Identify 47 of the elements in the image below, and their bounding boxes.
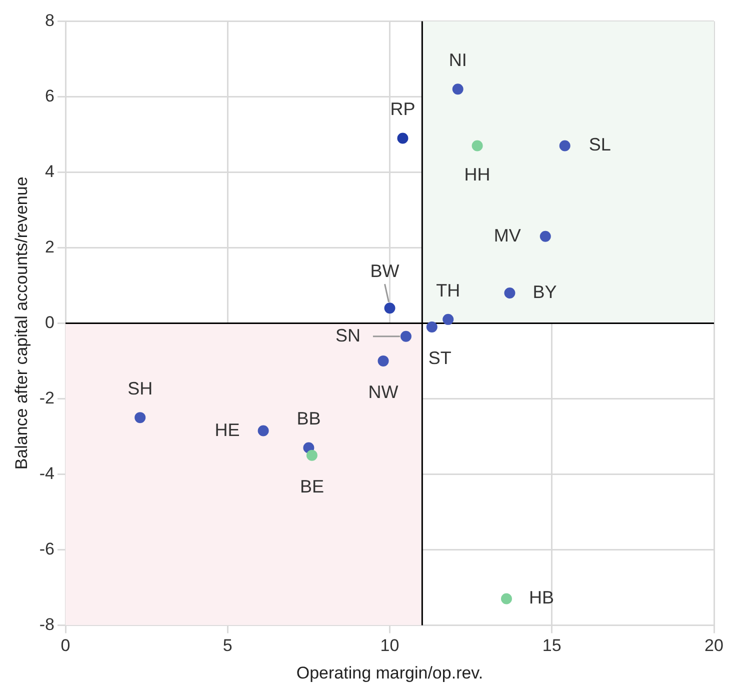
annotation: BW [370, 261, 400, 282]
annotation: NI [448, 50, 467, 70]
annotation: TH [436, 280, 460, 300]
y-tick-label: 6 [45, 86, 55, 106]
annotation: MV [494, 225, 521, 246]
y-tick-label: 8 [45, 10, 55, 30]
annotation: HB [528, 588, 554, 608]
point [134, 412, 146, 424]
y-tick-label: -8 [39, 614, 55, 634]
annotation: RP [390, 99, 416, 120]
y-tick-label: 0 [45, 312, 55, 332]
annotation: ST [428, 348, 452, 368]
point [452, 84, 464, 95]
annotation: SL [588, 134, 611, 155]
point [426, 321, 438, 332]
annotation: BB [296, 408, 321, 429]
x-tick-label: 5 [222, 636, 232, 656]
x-tick-label: 0 [60, 636, 70, 656]
y-tick-label: 2 [45, 237, 55, 256]
y-tick-label: -6 [39, 539, 55, 558]
point [378, 355, 389, 366]
point [397, 132, 408, 144]
annotation: SH [128, 378, 153, 399]
point [442, 314, 454, 325]
x-axis-title: Operating margin/op.rev. [296, 663, 484, 682]
y-tick-label: -2 [39, 388, 55, 408]
annotation: NW [368, 382, 398, 402]
point [472, 140, 483, 152]
annotation: HE [214, 420, 240, 440]
annotation: SN [335, 325, 360, 346]
x-tick-label: 20 [704, 636, 724, 656]
point [400, 330, 412, 342]
point [384, 302, 396, 314]
annotation: BE [300, 476, 324, 496]
annotation: BY [532, 282, 557, 302]
point [540, 230, 551, 242]
y-tick-label: -4 [39, 464, 55, 483]
point [500, 593, 512, 604]
x-tick-label: 15 [542, 636, 562, 656]
y-axis-title: Balance after capital accounts/revenue [12, 176, 31, 470]
point [504, 288, 516, 298]
point [258, 425, 269, 436]
point [559, 140, 570, 152]
annotation: HH [464, 164, 490, 185]
point [306, 450, 318, 461]
x-tick-label: 10 [380, 636, 400, 656]
y-tick-label: 4 [45, 162, 55, 181]
